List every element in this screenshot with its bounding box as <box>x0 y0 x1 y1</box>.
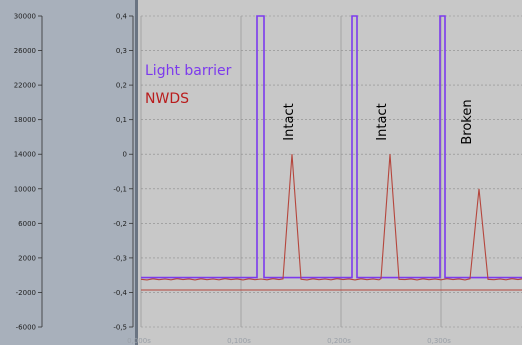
annotation-label: Intact <box>282 103 297 140</box>
left-tick-label: 26000 <box>14 47 36 55</box>
annotation-label: Broken <box>460 99 475 144</box>
light-barrier-line <box>141 15 522 279</box>
right-tick-label: 0,4 <box>116 13 128 21</box>
right-tick-label: 0,3 <box>116 47 127 55</box>
nwds-line <box>140 154 522 281</box>
annotation-label: Intact <box>375 103 390 140</box>
right-tick-label: -0,1 <box>113 185 127 193</box>
x-tick-label: 0,200s <box>327 337 351 345</box>
grid-lines <box>140 15 522 328</box>
y-axis-panel <box>0 0 137 345</box>
right-tick-label: -0,5 <box>113 324 127 332</box>
left-tick-label: 2000 <box>18 254 36 262</box>
y-axis-divider <box>135 0 138 345</box>
right-tick-label: -0,3 <box>113 254 127 262</box>
right-tick-label: 0,1 <box>116 116 127 124</box>
left-tick-label: -2000 <box>16 289 36 297</box>
right-axis-ticks: 0,4 0,3 0,2 0,1 0 -0,1 -0,2 -0,3 -0,4 -0,5 <box>113 13 134 332</box>
right-tick-label: -0,4 <box>113 289 127 297</box>
left-tick-label: 18000 <box>14 116 36 124</box>
x-tick-label: 0,100s <box>227 337 251 345</box>
x-axis-ticks: 0,000s 0,100s 0,200s 0,300s <box>127 337 451 345</box>
right-tick-label: 0 <box>123 151 127 159</box>
legend-nwds: NWDS <box>145 91 189 107</box>
legend-light-barrier: Light barrier <box>145 63 232 79</box>
left-tick-label: 22000 <box>14 82 36 90</box>
x-tick-label: 0,300s <box>427 337 451 345</box>
left-axis-ticks: 30000 26000 22000 18000 14000 10000 6000 2000 -2… <box>14 13 43 332</box>
right-tick-label: 0,2 <box>116 82 127 90</box>
x-tick-label: 0,000s <box>127 337 151 345</box>
right-tick-label: -0,2 <box>113 220 127 228</box>
left-tick-label: 14000 <box>14 151 36 159</box>
left-tick-label: 10000 <box>14 185 36 193</box>
left-tick-label: 6000 <box>18 220 36 228</box>
annotations: Intact Intact Broken <box>282 99 475 144</box>
series-lines <box>140 15 522 291</box>
left-tick-label: 30000 <box>14 13 36 21</box>
left-tick-label: -6000 <box>16 324 36 332</box>
